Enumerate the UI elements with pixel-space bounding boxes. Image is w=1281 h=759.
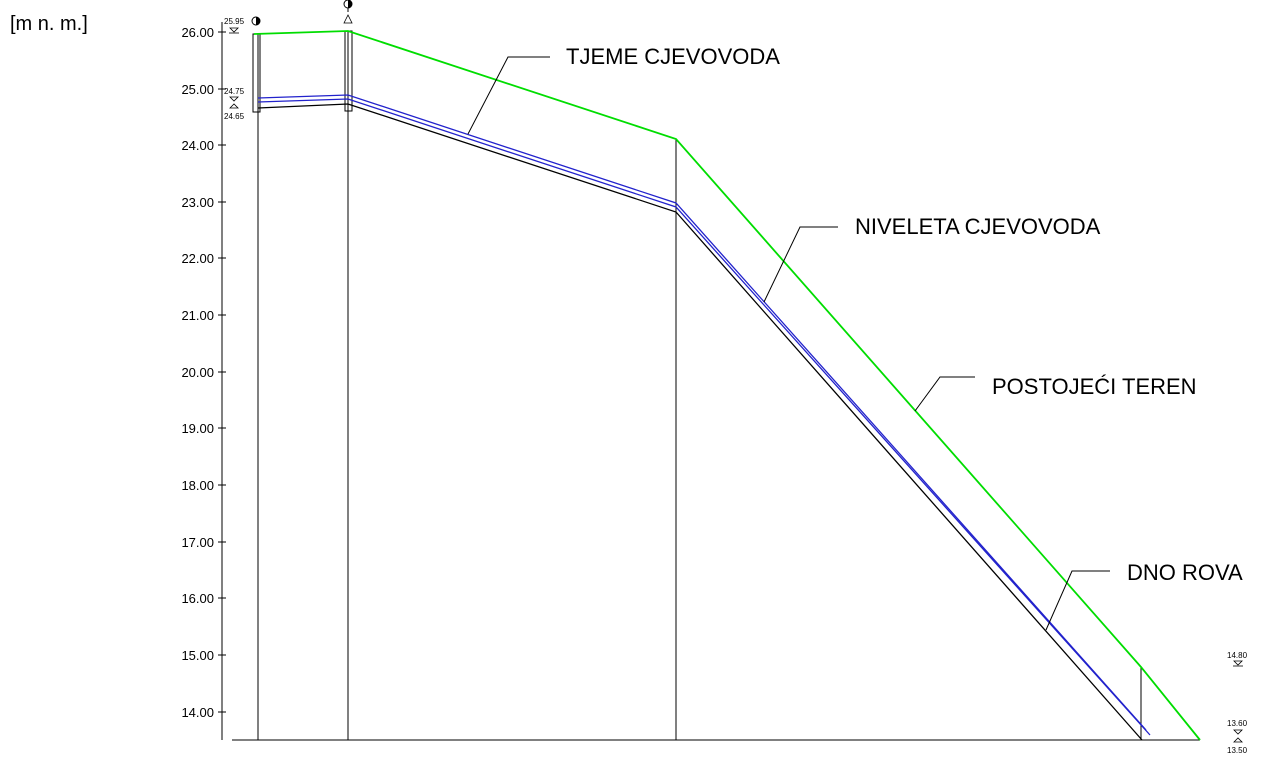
elev-end-bottom: 13.50 xyxy=(1227,746,1248,755)
manhole-shaft-1 xyxy=(252,33,261,113)
tick-label-18: 18.00 xyxy=(181,478,214,493)
tick-label-20: 20.00 xyxy=(181,365,214,380)
elev-start-bottom: 24.65 xyxy=(224,112,245,121)
tick-label-25: 25.00 xyxy=(181,82,214,97)
tick-label-22: 22.00 xyxy=(181,251,214,266)
elev-start-terrain: 25.95 xyxy=(224,17,245,26)
manhole-symbol-1 xyxy=(251,16,261,26)
leader-tjeme xyxy=(467,56,550,135)
elev-marker-end-bottom xyxy=(1233,737,1243,743)
pipe-crown-line xyxy=(257,94,1147,731)
tick-label-16: 16.00 xyxy=(181,591,214,606)
elev-marker-start-bottom xyxy=(229,103,239,109)
callout-dno-rova: DNO ROVA xyxy=(1127,560,1243,585)
leader-teren xyxy=(914,376,975,412)
y-axis-unit-label: [m n. m.] xyxy=(10,13,88,35)
elev-marker-start-terrain xyxy=(229,27,239,33)
pipe-invert-line xyxy=(257,98,1151,736)
tick-label-23: 23.00 xyxy=(181,195,214,210)
tick-label-21: 21.00 xyxy=(181,308,214,323)
tick-label-15: 15.00 xyxy=(181,648,214,663)
elev-end-terrain: 14.80 xyxy=(1227,651,1248,660)
tick-label-14: 14.00 xyxy=(181,705,214,720)
elev-end-top: 13.60 xyxy=(1227,719,1248,728)
callout-tjeme-cjevovoda: TJEME CJEVOVODA xyxy=(566,44,780,69)
elev-marker-end-terrain xyxy=(1233,660,1243,666)
leader-dno xyxy=(1045,570,1110,631)
tick-label-24: 24.00 xyxy=(181,138,214,153)
trench-bottom-line xyxy=(257,103,1143,741)
terrain-line xyxy=(253,30,1201,741)
elev-start-top: 24.75 xyxy=(224,87,245,96)
elev-marker-start-top xyxy=(229,96,239,102)
y-axis-ticks: 26.00 25.00 24.00 23.00 22.00 21.00 20.0… xyxy=(181,25,226,720)
callout-postojeci-teren: POSTOJEĆI TEREN xyxy=(992,374,1197,399)
leader-niveleta xyxy=(763,226,838,303)
tick-label-19: 19.00 xyxy=(181,421,214,436)
callout-niveleta-cjevovoda: NIVELETA CJEVOVODA xyxy=(855,214,1101,239)
tick-label-17: 17.00 xyxy=(181,535,214,550)
manhole-symbol-2 xyxy=(343,0,353,24)
tick-label-26: 26.00 xyxy=(181,25,214,40)
elev-marker-end-top xyxy=(1233,729,1243,735)
